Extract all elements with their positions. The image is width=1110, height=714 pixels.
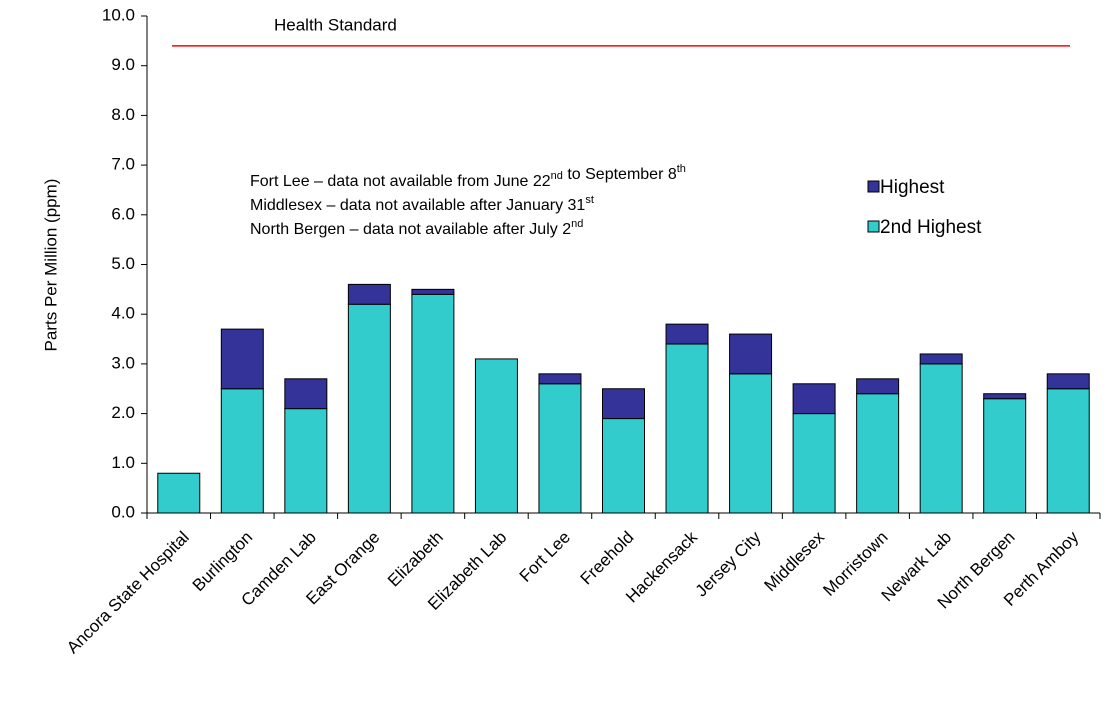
x-tick-label: Freehold <box>577 528 638 589</box>
x-tick-label: Middlesex <box>761 527 829 595</box>
bar-segment <box>729 373 773 514</box>
x-tick-label: Elizabeth <box>384 528 447 591</box>
note-superscript: nd <box>551 170 563 182</box>
bar-segment <box>538 373 582 385</box>
bar-segment <box>792 383 836 415</box>
bar-segment <box>856 378 900 395</box>
legend-label: Highest <box>880 177 945 198</box>
y-tick-label: 8.0 <box>111 105 135 124</box>
bar-segment <box>1046 373 1090 390</box>
note: North Bergen – data not available after … <box>250 218 583 238</box>
legend-swatch <box>867 180 880 193</box>
y-tick-label: 6.0 <box>111 204 135 223</box>
note-superscript: st <box>585 194 594 206</box>
bar-segment <box>347 303 391 514</box>
y-tick-label: 3.0 <box>111 353 135 372</box>
x-tick-label: Jersey City <box>692 527 765 600</box>
bar-segment <box>729 333 773 375</box>
legend-swatch <box>867 220 880 233</box>
y-tick-label: 0.0 <box>111 502 135 521</box>
y-tick-label: 5.0 <box>111 254 135 273</box>
y-tick-label: 9.0 <box>111 55 135 74</box>
bar-segment <box>602 388 645 420</box>
bar-segment <box>665 323 709 345</box>
note-text: to September 8 <box>563 166 677 183</box>
bar-segment <box>411 293 455 514</box>
note: Middlesex – data not available after Jan… <box>250 194 594 214</box>
bar-segment <box>983 393 1027 400</box>
reference-label: Health Standard <box>274 15 397 34</box>
bar-segment <box>157 472 201 514</box>
bar-segment <box>602 418 645 514</box>
legend-label: 2nd Highest <box>880 217 982 238</box>
bar-segment <box>284 378 328 410</box>
note-superscript: nd <box>571 218 583 230</box>
bar-segment <box>1046 388 1090 514</box>
note: Fort Lee – data not available from June … <box>250 163 686 190</box>
x-tick-label: Fort Lee <box>516 528 574 586</box>
bar-segment <box>665 343 709 514</box>
bar-segment <box>919 363 963 514</box>
x-tick-label: Burlington <box>189 528 257 596</box>
note-superscript: th <box>677 163 686 175</box>
y-tick-label: 2.0 <box>111 403 135 422</box>
bar-segment <box>411 288 455 295</box>
note-text: North Bergen – data not available after … <box>250 221 571 238</box>
y-axis-label: Parts Per Million (ppm) <box>41 179 60 352</box>
y-tick-label: 4.0 <box>111 304 135 323</box>
bar-segment <box>983 398 1027 514</box>
bar-segment <box>856 393 900 514</box>
bar-segment <box>474 358 518 514</box>
y-tick-label: 1.0 <box>111 453 135 472</box>
y-tick-label: 7.0 <box>111 155 135 174</box>
y-tick-label: 10.0 <box>102 5 135 24</box>
bar-segment <box>792 413 836 514</box>
bar-segment <box>347 283 391 305</box>
bar-segment <box>919 353 963 365</box>
bar-segment <box>284 408 328 514</box>
bar-segment <box>220 328 264 390</box>
bar-segment <box>220 388 264 514</box>
note-text: Fort Lee – data not available from June … <box>250 173 551 190</box>
note-text: Middlesex – data not available after Jan… <box>250 197 585 214</box>
x-tick-label: Ancora State Hospital <box>63 528 193 658</box>
bar-segment <box>538 383 582 514</box>
